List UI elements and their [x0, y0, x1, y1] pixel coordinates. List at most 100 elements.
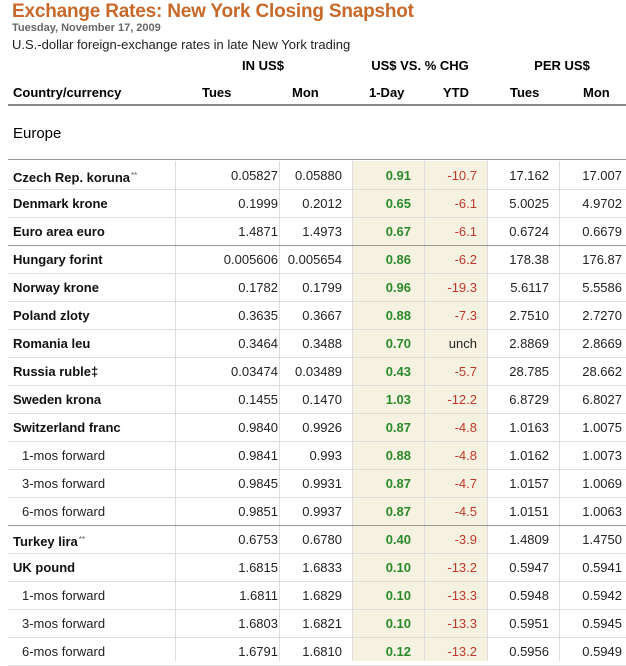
cell-in-tues: 1.6803	[238, 616, 278, 631]
cell-in-tues: 0.9840	[238, 420, 278, 435]
cell-ytd-chg: -13.3	[447, 616, 477, 631]
table-row: 3-mos forward 1.6803 1.6821 0.10 -13.3 0.5951…	[0, 610, 626, 638]
cell-per-tues: 1.0163	[509, 420, 549, 435]
cell-1day-chg: 0.88	[385, 448, 411, 463]
table-row: Czech Rep. koruna** 0.05827 0.05880 0.91 -10…	[0, 162, 626, 190]
cell-in-tues: 1.6811	[239, 588, 278, 603]
cell-currency-name: Romania leu	[13, 330, 90, 358]
cell-currency-name: 3-mos forward	[22, 610, 105, 638]
cell-per-tues: 6.8729	[509, 392, 549, 407]
group-header-usd-vs-chg: US$ VS. % CHG	[371, 58, 469, 73]
table-row: 6-mos forward 0.9851 0.9937 0.87 -4.5 1.0151 1…	[0, 498, 626, 526]
cell-1day-chg: 0.12	[385, 644, 411, 659]
cell-currency-name: 6-mos forward	[22, 498, 105, 526]
cell-ytd-chg: -13.2	[447, 560, 477, 575]
row-divider	[8, 189, 626, 190]
cell-in-mon: 1.6821	[302, 616, 342, 631]
table-row: Hungary forint 0.005606 0.005654 0.86 -6.2 17…	[0, 246, 626, 274]
table-row: Russia ruble‡ 0.03474 0.03489 0.43 -5.7 28.78…	[0, 358, 626, 386]
cell-in-mon: 0.1799	[302, 280, 342, 295]
cell-per-mon: 1.0069	[582, 476, 622, 491]
cell-currency-name: Sweden krona	[13, 386, 101, 414]
cell-in-mon: 1.6810	[302, 644, 342, 659]
currency-name-text: Norway krone	[13, 280, 99, 295]
col-header-1day: 1-Day	[369, 85, 405, 100]
row-divider	[8, 357, 626, 358]
cell-1day-chg: 0.96	[385, 280, 411, 295]
cell-currency-name: Czech Rep. koruna**	[13, 162, 137, 190]
currency-name-text: UK pound	[13, 560, 76, 575]
cell-currency-name: Switzerland franc	[13, 414, 121, 442]
row-divider	[8, 609, 626, 610]
cell-per-tues: 178.38	[509, 252, 549, 267]
group-header-per-usd: PER US$	[534, 58, 590, 73]
cell-ytd-chg: -7.3	[454, 308, 477, 323]
table-row: 1-mos forward 1.6811 1.6829 0.10 -13.3 0.5948…	[0, 582, 626, 610]
cell-in-tues: 0.1999	[238, 196, 278, 211]
cell-in-tues: 1.4871	[238, 224, 278, 239]
cell-1day-chg: 0.86	[385, 252, 411, 267]
section-divider	[8, 159, 626, 160]
cell-in-mon: 0.1470	[302, 392, 342, 407]
cell-per-tues: 0.6724	[509, 224, 549, 239]
pct-change-band	[352, 161, 487, 661]
cell-in-tues: 0.1782	[238, 280, 278, 295]
cell-1day-chg: 1.03	[385, 392, 411, 407]
cell-per-mon: 2.8669	[582, 336, 622, 351]
cell-1day-chg: 0.10	[385, 588, 411, 603]
cell-per-tues: 0.5951	[509, 616, 549, 631]
currency-name-text: Turkey lira	[13, 534, 78, 549]
table-row: Sweden krona 0.1455 0.1470 1.03 -12.2 6.8729 6…	[0, 386, 626, 414]
cell-in-mon: 0.3488	[302, 336, 342, 351]
table-row: 1-mos forward 0.9841 0.993 0.88 -4.8 1.0162 1.…	[0, 442, 626, 470]
row-divider	[8, 413, 626, 414]
table-row: Euro area euro 1.4871 1.4973 0.67 -6.1 0.6724…	[0, 218, 626, 246]
table-row: Romania leu 0.3464 0.3488 0.70 unch 2.8869 2.8…	[0, 330, 626, 358]
table-row: 3-mos forward 0.9845 0.9931 0.87 -4.7 1.0157 1…	[0, 470, 626, 498]
row-divider	[8, 385, 626, 386]
currency-name-text: 6-mos forward	[22, 644, 106, 659]
row-divider	[8, 329, 626, 330]
cell-per-tues: 0.5947	[509, 560, 549, 575]
row-divider	[8, 217, 626, 218]
footnote-mark: **	[78, 535, 86, 544]
cell-currency-name: 3-mos forward	[22, 470, 105, 498]
cell-in-mon: 0.2012	[302, 196, 342, 211]
cell-ytd-chg: -4.7	[454, 476, 477, 491]
cell-per-tues: 0.5956	[509, 644, 549, 659]
footnote-mark: **	[131, 171, 138, 180]
cell-currency-name: Russia ruble‡	[13, 358, 98, 386]
cell-in-tues: 0.03474	[231, 364, 278, 379]
cell-ytd-chg: -3.9	[454, 532, 477, 547]
cell-1day-chg: 0.88	[385, 308, 411, 323]
row-divider	[8, 525, 626, 526]
cell-1day-chg: 0.40	[385, 532, 411, 547]
cell-ytd-chg: -6.2	[454, 252, 477, 267]
table-row: Turkey lira** 0.6753 0.6780 0.40 -3.9 1.4809 1…	[0, 526, 626, 554]
cell-currency-name: 6-mos forward	[22, 638, 105, 666]
column-divider	[559, 161, 560, 661]
cell-in-mon: 0.05880	[295, 168, 342, 183]
cell-in-tues: 0.3635	[238, 308, 278, 323]
col-header-per-mon: Mon	[583, 85, 610, 100]
cell-ytd-chg: -13.2	[447, 644, 477, 659]
cell-ytd-chg: -19.3	[447, 280, 477, 295]
cell-per-mon: 0.5942	[582, 588, 622, 603]
cell-1day-chg: 0.10	[385, 616, 411, 631]
col-header-per-tues: Tues	[510, 85, 540, 100]
cell-in-tues: 0.6753	[238, 532, 278, 547]
cell-ytd-chg: unch	[448, 336, 477, 351]
currency-name-text: Poland zloty	[13, 308, 90, 323]
cell-in-mon: 0.3667	[302, 308, 342, 323]
cell-per-tues: 5.0025	[509, 196, 549, 211]
currency-name-text: Denmark krone	[13, 196, 108, 211]
cell-in-mon: 0.9931	[302, 476, 342, 491]
cell-per-mon: 1.0063	[582, 504, 622, 519]
row-divider	[8, 301, 626, 302]
page-subtitle: U.S.-dollar foreign-exchange rates in la…	[12, 37, 351, 52]
currency-name-text: Russia ruble‡	[13, 364, 99, 379]
cell-per-mon: 0.5941	[582, 560, 622, 575]
cell-ytd-chg: -4.8	[454, 420, 477, 435]
cell-ytd-chg: -5.7	[454, 364, 477, 379]
